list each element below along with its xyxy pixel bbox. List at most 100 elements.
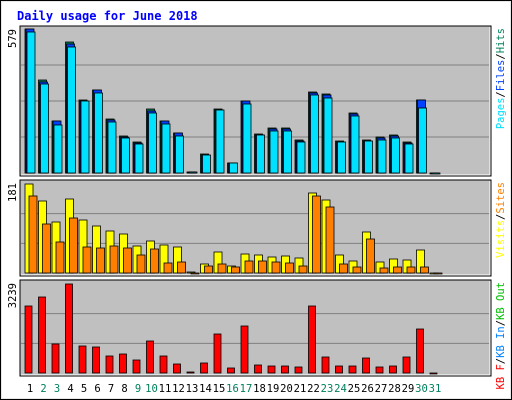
bar-pages-day-8: [121, 137, 130, 174]
panel-legend: Visits/Sites: [495, 182, 507, 258]
bar-sites-day-14: [204, 265, 213, 274]
x-tick-label: 12: [172, 383, 185, 395]
bar-sites-day-28: [393, 266, 402, 274]
x-tick-label: 16: [226, 383, 239, 395]
bar-kb-f-day-28: [389, 365, 397, 374]
bar-pages-day-30: [418, 107, 427, 174]
bar-sites-day-15: [217, 263, 227, 274]
bar-kb-f-day-20: [281, 365, 289, 374]
bar-sites-day-17: [244, 260, 254, 274]
panel-max-label: 3239: [7, 283, 19, 308]
legend-entry: Hits: [495, 28, 507, 53]
legend-entry: /: [495, 214, 507, 220]
x-tick-label: 13: [186, 383, 199, 395]
legend-entry: Files: [495, 60, 507, 92]
x-tick-label: 4: [67, 383, 73, 395]
bar-sites-day-24: [339, 263, 348, 274]
bar-pages-day-13: [188, 171, 198, 174]
x-tick-label: 8: [121, 383, 127, 395]
x-tick-label: 15: [213, 383, 226, 395]
x-tick-label: 31: [429, 383, 442, 395]
bar-pages-day-4: [67, 46, 76, 174]
x-tick-label: 1: [27, 383, 33, 395]
bar-kb-f-day-29: [402, 356, 411, 374]
bar-pages-day-27: [377, 139, 387, 174]
bar-pages-day-20: [283, 130, 292, 174]
bar-kb-f-day-24: [335, 365, 343, 374]
bar-sites-day-21: [298, 265, 308, 274]
legend-entry: KB F: [495, 364, 507, 389]
bar-sites-day-13: [190, 272, 200, 275]
panel-visits-sites: [19, 179, 492, 277]
bar-sites-day-16: [231, 266, 240, 274]
bar-pages-day-31: [431, 172, 441, 175]
bar-pages-day-23: [323, 97, 333, 174]
bar-kb-f-day-18: [254, 364, 262, 374]
bar-pages-day-12: [175, 135, 184, 174]
panel-max-label: 579: [7, 29, 19, 48]
bar-pages-day-9: [134, 143, 144, 174]
bar-pages-day-17: [242, 103, 252, 174]
bar-sites-day-25: [352, 266, 362, 274]
legend-entry: /: [495, 53, 507, 59]
bar-pages-day-28: [391, 137, 400, 174]
bar-kb-f-day-22: [308, 305, 316, 374]
bar-pages-day-18: [256, 134, 265, 174]
bar-pages-day-5: [80, 100, 90, 174]
x-tick-label: 10: [145, 383, 158, 395]
bar-pages-day-22: [310, 94, 319, 174]
bar-kb-f-day-23: [321, 356, 330, 374]
bar-kb-f-day-13: [186, 371, 195, 374]
bar-sites-day-20: [285, 262, 294, 274]
legend-entry: Sites: [495, 182, 507, 214]
x-tick-label: 30: [415, 383, 428, 395]
bar-pages-day-14: [202, 154, 211, 174]
bar-kb-f-day-19: [267, 365, 276, 374]
bar-kb-f-day-6: [92, 346, 100, 374]
bar-sites-day-26: [366, 238, 375, 274]
x-tick-label: 17: [240, 383, 253, 395]
x-tick-label: 9: [135, 383, 141, 395]
x-tick-label: 11: [159, 383, 172, 395]
bar-sites-day-8: [123, 247, 132, 274]
bar-sites-day-1: [28, 195, 38, 274]
bar-sites-day-6: [96, 247, 105, 274]
legend-entry: /: [495, 320, 507, 326]
legend-entry: Visits: [495, 220, 507, 258]
x-tick-label: 21: [294, 383, 307, 395]
bar-kb-f-day-16: [227, 367, 235, 374]
x-tick-label: 14: [199, 383, 212, 395]
legend-entry: Pages: [495, 98, 507, 130]
bar-pages-day-16: [229, 162, 238, 174]
x-tick-label: 19: [267, 383, 280, 395]
legend-entry: /: [495, 358, 507, 364]
bar-pages-day-15: [215, 109, 225, 174]
bar-kb-f-day-9: [132, 359, 141, 374]
bar-sites-day-29: [406, 266, 416, 274]
bar-kb-f-day-10: [146, 340, 154, 374]
x-tick-label: 26: [361, 383, 374, 395]
bar-kb-f-day-21: [294, 366, 303, 374]
x-tick-label: 29: [402, 383, 415, 395]
bar-sites-day-30: [420, 266, 429, 274]
bar-sites-day-5: [82, 246, 92, 274]
bar-pages-day-11: [161, 123, 171, 174]
bar-pages-day-19: [269, 130, 279, 174]
bar-kb-f-day-1: [24, 305, 33, 374]
x-tick-label: 6: [94, 383, 100, 395]
bar-sites-day-7: [109, 245, 119, 274]
bar-pages-day-26: [364, 140, 373, 174]
bar-sites-day-23: [325, 206, 335, 274]
x-tick-label: 18: [253, 383, 266, 395]
panel-max-label: 181: [7, 183, 19, 202]
bar-pages-day-6: [94, 92, 103, 174]
panel-legend: Pages/Files/Hits: [495, 28, 507, 129]
bar-sites-day-12: [177, 261, 186, 274]
bar-kb-f-day-26: [362, 357, 370, 374]
bar-sites-day-18: [258, 260, 267, 274]
bar-pages-day-7: [107, 121, 117, 174]
bar-kb-f-day-31: [429, 372, 438, 375]
bar-sites-day-19: [271, 261, 281, 274]
